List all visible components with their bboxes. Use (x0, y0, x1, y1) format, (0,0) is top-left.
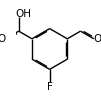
Text: F: F (47, 82, 53, 92)
Text: O: O (0, 34, 6, 44)
Text: O: O (93, 34, 101, 44)
Text: OH: OH (15, 9, 31, 19)
